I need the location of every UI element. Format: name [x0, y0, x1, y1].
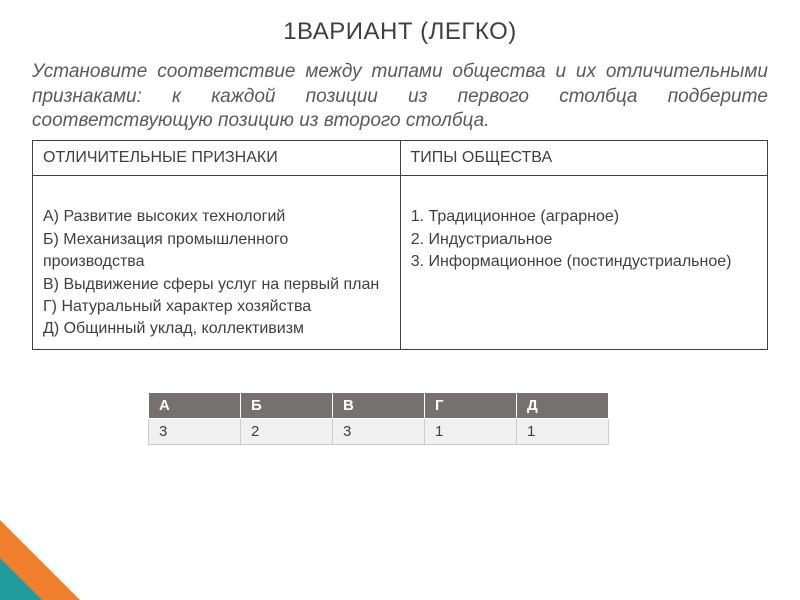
answer-value: 1 [425, 418, 517, 444]
column-header-types: ТИПЫ ОБЩЕСТВА [400, 141, 768, 176]
instruction-text: Установите соответствие между типами общ… [32, 60, 768, 134]
feature-item: Б) Механизация промышленного производств… [43, 229, 390, 274]
corner-decoration [0, 480, 120, 600]
matching-table: ОТЛИЧИТЕЛЬНЫЕ ПРИЗНАКИ ТИПЫ ОБЩЕСТВА А) … [32, 140, 768, 350]
answer-label: В [333, 392, 425, 418]
answer-value: 3 [333, 418, 425, 444]
feature-item: В) Выдвижение сферы услуг на первый план [43, 274, 390, 296]
feature-item: Г) Натуральный характер хозяйства [43, 296, 390, 318]
answer-value: 3 [149, 418, 241, 444]
page-title: 1ВАРИАНТ (ЛЕГКО) [32, 18, 768, 46]
answer-value: 1 [517, 418, 609, 444]
type-item: Индустриальное [429, 229, 758, 251]
answer-label: Б [241, 392, 333, 418]
types-cell: Традиционное (аграрное) Индустриальное И… [400, 176, 768, 350]
answer-label: А [149, 392, 241, 418]
features-cell: А) Развитие высоких технологий Б) Механи… [33, 176, 401, 350]
column-header-features: ОТЛИЧИТЕЛЬНЫЕ ПРИЗНАКИ [33, 141, 401, 176]
answer-value: 2 [241, 418, 333, 444]
answer-table: А Б В Г Д 3 2 3 1 1 [148, 392, 609, 445]
type-item: Традиционное (аграрное) [429, 206, 758, 228]
type-item: Информационное (постиндустриальное) [429, 251, 758, 273]
feature-item: А) Развитие высоких технологий [43, 206, 390, 228]
answer-label: Д [517, 392, 609, 418]
feature-item: Д) Общинный уклад, коллективизм [43, 318, 390, 340]
answer-label: Г [425, 392, 517, 418]
